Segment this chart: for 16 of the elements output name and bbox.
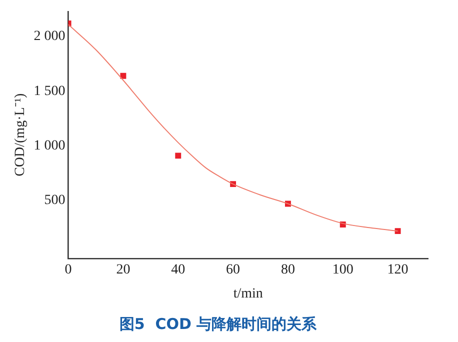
y-tick-label: 1 000	[34, 138, 66, 154]
x-tick-label: 100	[332, 262, 354, 278]
x-tick-label: 60	[226, 262, 240, 278]
point	[175, 152, 182, 159]
x-tick-label: 40	[171, 262, 186, 278]
x-tick-label: 0	[64, 262, 72, 278]
y-tick-label: 2 000	[34, 29, 66, 44]
y-tick-label: 500	[44, 193, 66, 208]
y-tick-label: 1 500	[34, 84, 66, 99]
x-tick-label: 20	[116, 262, 130, 278]
point	[120, 72, 126, 79]
x-tick-label: 80	[280, 262, 295, 278]
y-axis-title: COD/(mg·L⁻¹)	[13, 93, 28, 176]
x-axis-title: t/min	[233, 286, 263, 302]
x-tick-label: 120	[387, 262, 408, 278]
text: 图5 COD 与降解时间的关系	[119, 314, 318, 333]
